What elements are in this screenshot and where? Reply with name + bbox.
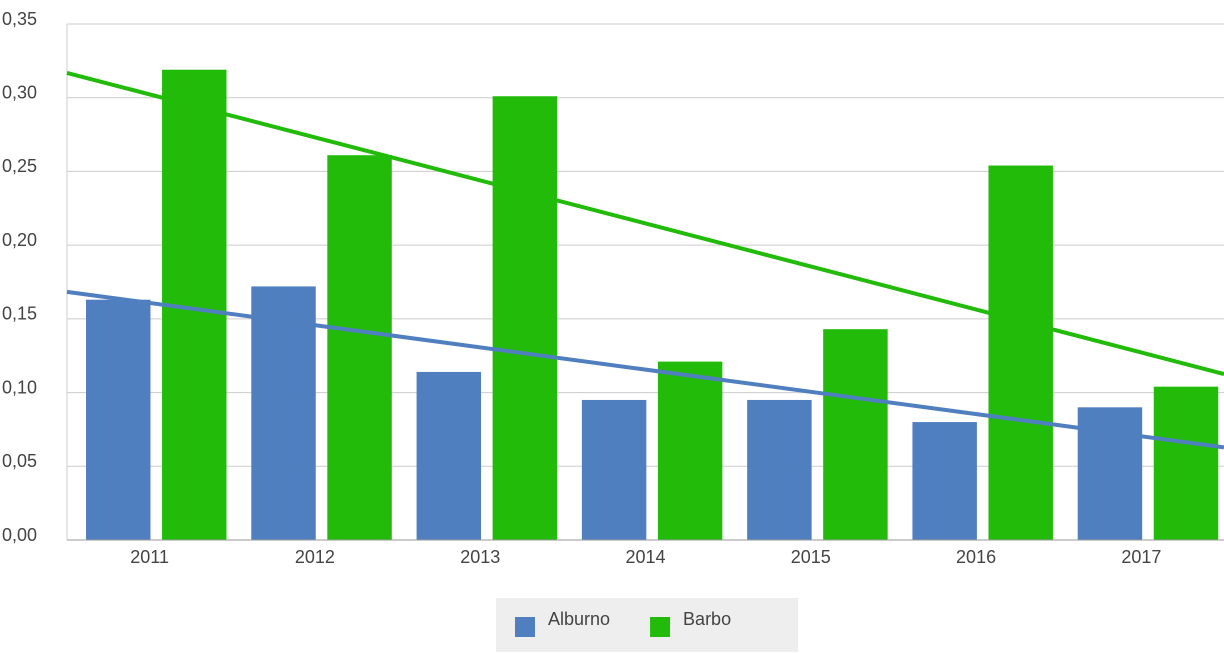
bar	[823, 329, 888, 540]
bar	[86, 299, 151, 540]
trend-line	[66, 70, 1224, 376]
x-tick-label: 2012	[295, 547, 335, 567]
bar	[251, 286, 316, 540]
y-tick-label: 0,35	[2, 9, 37, 29]
bar	[912, 422, 977, 540]
x-tick-label: 2014	[625, 547, 665, 567]
y-tick-label: 0,10	[2, 377, 37, 397]
bar	[657, 361, 723, 540]
bar	[327, 155, 392, 540]
legend-label: Barbo	[683, 609, 731, 629]
x-tick-label: 2015	[791, 547, 831, 567]
x-tick-label: 2011	[130, 547, 169, 567]
x-tick-label: 2016	[956, 547, 996, 567]
trend-line	[66, 289, 1224, 450]
y-tick-label: 0,15	[2, 304, 37, 324]
y-tick-label: 0,00	[2, 525, 37, 545]
bar	[416, 371, 482, 540]
legend-swatch	[515, 617, 535, 637]
bar	[1153, 386, 1219, 540]
legend-swatch	[650, 617, 671, 637]
legend-box	[496, 598, 798, 652]
x-tick-label: 2017	[1121, 547, 1161, 567]
bar	[492, 96, 558, 541]
x-tick-label: 2013	[460, 547, 500, 567]
bar	[747, 399, 812, 540]
legend-label: Alburno	[548, 609, 610, 629]
y-tick-label: 0,20	[2, 230, 37, 250]
bar	[988, 165, 1053, 540]
y-tick-label: 0,25	[2, 156, 37, 176]
y-tick-label: 0,30	[2, 82, 37, 102]
bar	[581, 399, 647, 540]
y-tick-label: 0,05	[2, 451, 37, 471]
